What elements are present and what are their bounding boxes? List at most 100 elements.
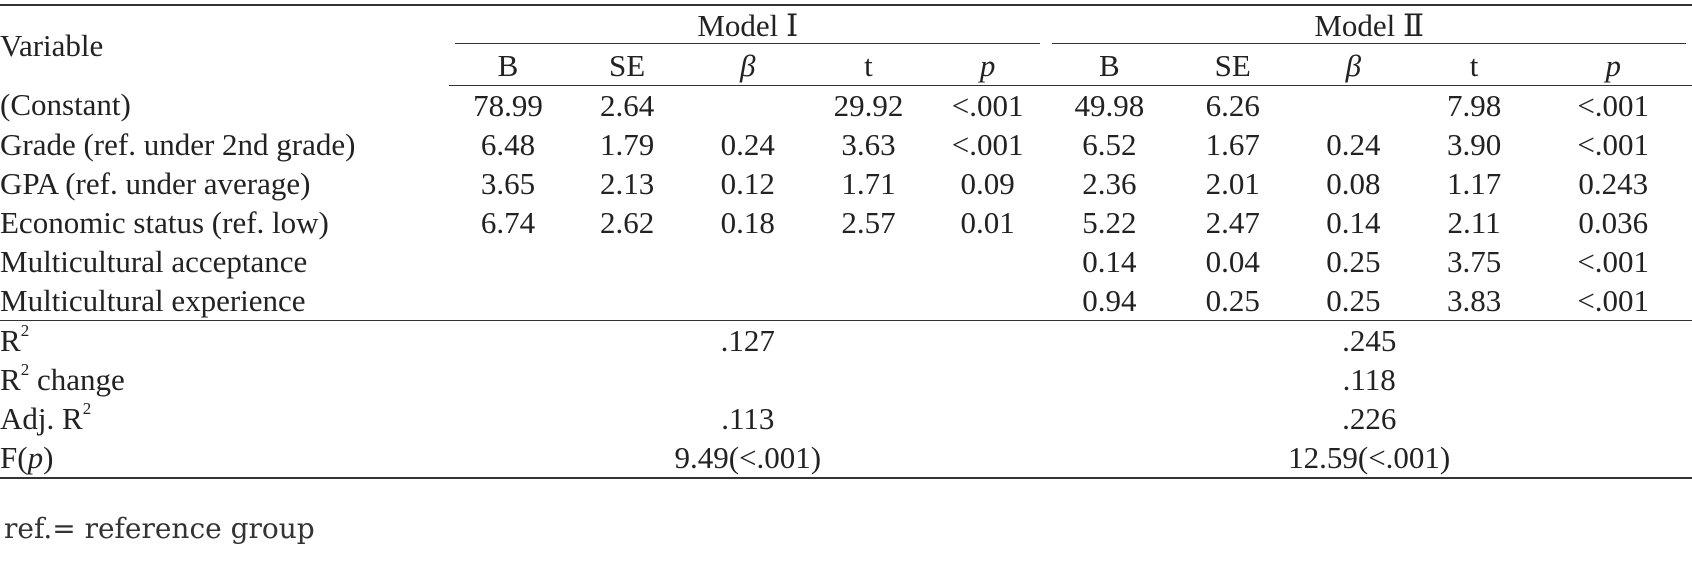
model1-p-cell: <.001 xyxy=(951,126,1024,162)
model1-header: Model Ⅰ xyxy=(449,4,1047,46)
model2-se-cell: 2.01 xyxy=(1205,165,1260,201)
model2-beta-cell: 0.08 xyxy=(1326,165,1381,201)
model2-p-cell: 0.243 xyxy=(1578,165,1649,201)
variable-cell: Multicultural experience xyxy=(0,282,306,318)
model1-b-cell: 6.48 xyxy=(480,126,536,162)
model2-b-cell: 0.14 xyxy=(1082,243,1137,279)
model1-t-cell: 29.92 xyxy=(833,87,904,123)
model2-b-header: B xyxy=(1046,46,1173,86)
model1-se-header: SE xyxy=(566,46,688,86)
table-footnote: ref.= reference group xyxy=(4,512,315,545)
model2-b-cell: 2.36 xyxy=(1082,165,1137,201)
model2-se-cell: 0.25 xyxy=(1205,282,1260,318)
table-row: Grade (ref. under 2nd grade) 6.48 1.79 0.24… xyxy=(0,125,1692,164)
model1-b-cell xyxy=(449,242,567,281)
model1-p-cell: <.001 xyxy=(951,87,1024,123)
f-statistic-row: F(p) 9.49(<.001) 12.59(<.001) xyxy=(0,438,1692,479)
model2-b-cell: 6.52 xyxy=(1082,126,1137,162)
model1-beta-cell xyxy=(687,86,808,126)
model1-adjusted-r-squared-value: .113 xyxy=(721,400,775,436)
variable-cell: GPA (ref. under average) xyxy=(0,165,311,201)
model2-p-header: p xyxy=(1534,46,1692,86)
model1-b-cell: 3.65 xyxy=(480,165,536,201)
model1-p-cell xyxy=(929,281,1047,321)
model2-header: Model Ⅱ xyxy=(1046,4,1692,46)
model2-t-header: t xyxy=(1413,46,1535,86)
model2-t-cell: 7.98 xyxy=(1446,87,1502,123)
model2-t-cell: 3.83 xyxy=(1446,282,1502,318)
model1-p-cell: 0.09 xyxy=(960,165,1015,201)
model1-beta-cell: 0.24 xyxy=(720,126,775,162)
model2-p-cell: <.001 xyxy=(1577,243,1650,279)
model1-se-cell: 2.13 xyxy=(599,165,655,201)
r-squared-row: R2.127.245 xyxy=(0,320,1692,360)
model2-p-cell: <.001 xyxy=(1577,87,1650,123)
model1-r-squared-change-value xyxy=(449,360,1046,399)
model2-p-cell: <.001 xyxy=(1577,126,1650,162)
model2-p-cell: 0.036 xyxy=(1578,204,1649,240)
model2-p-cell: <.001 xyxy=(1577,282,1650,318)
model1-t-cell xyxy=(808,281,929,321)
model2-se-header: SE xyxy=(1172,46,1294,86)
model1-t-header: t xyxy=(808,46,929,86)
model2-beta-header: β xyxy=(1293,46,1414,86)
model2-t-cell: 1.17 xyxy=(1446,165,1502,201)
model1-p-header: p xyxy=(928,46,1047,86)
model2-t-cell: 2.11 xyxy=(1447,204,1501,240)
model2-b-cell: 5.22 xyxy=(1082,204,1137,240)
model1-b-cell xyxy=(449,281,567,321)
model1-se-cell xyxy=(567,242,688,281)
model2-beta-cell xyxy=(1293,86,1414,126)
variable-cell: Grade (ref. under 2nd grade) xyxy=(0,126,356,162)
header-row-models: Variable Model Ⅰ Model Ⅱ xyxy=(0,4,1692,86)
model2-beta-cell: 0.14 xyxy=(1326,204,1381,240)
model1-se-cell: 2.62 xyxy=(599,204,655,240)
model2-se-cell: 1.67 xyxy=(1205,126,1260,162)
model1-beta-header: β xyxy=(687,46,809,86)
model1-beta-cell xyxy=(687,281,808,321)
model1-b-cell: 78.99 xyxy=(473,87,543,123)
model1-b-header: B xyxy=(449,46,567,86)
model1-t-cell: 1.71 xyxy=(841,165,896,201)
model2-se-cell: 0.04 xyxy=(1205,243,1260,279)
model1-b-cell: 6.74 xyxy=(480,204,536,240)
model2-beta-cell: 0.25 xyxy=(1326,243,1381,279)
regression-table: Variable Model Ⅰ Model Ⅱ B SE β t p B SE β t p (C… xyxy=(0,4,1692,479)
model1-beta-cell: 0.12 xyxy=(720,165,775,201)
variable-cell: Multicultural acceptance xyxy=(0,243,308,279)
model1-beta-cell xyxy=(687,242,808,281)
r-squared-label: R2 xyxy=(0,320,450,360)
header-row-subcolumns: B SE β t p B SE β t p xyxy=(0,46,1692,86)
model2-r-squared-change-value: .118 xyxy=(1342,361,1396,397)
table-row: GPA (ref. under average) 3.65 2.13 0.12 1.71… xyxy=(0,164,1692,203)
table-row: Economic status (ref. low) 6.74 2.62 0.18 2.… xyxy=(0,203,1692,242)
r-squared-change-label: R2 change xyxy=(0,359,125,397)
model1-t-cell xyxy=(808,242,929,281)
model2-se-cell: 6.26 xyxy=(1205,87,1260,123)
model1-se-cell: 2.64 xyxy=(599,87,655,123)
model1-t-cell: 2.57 xyxy=(841,204,896,240)
model2-b-cell: 0.94 xyxy=(1082,282,1137,318)
model2-f-statistic-value: 12.59(<.001) xyxy=(1046,438,1692,479)
model2-t-cell: 3.90 xyxy=(1446,126,1502,162)
r-squared-change-row: R2 change .118 xyxy=(0,360,1692,399)
adjusted-r-squared-row: Adj. R2 .113 .226 xyxy=(0,399,1692,438)
model2-adjusted-r-squared-value: .226 xyxy=(1342,400,1397,436)
model1-se-cell: 1.79 xyxy=(599,126,655,162)
model1-p-cell xyxy=(929,242,1047,281)
variable-header: Variable xyxy=(0,4,450,86)
model1-r-squared-value: .127 xyxy=(449,320,1047,360)
model2-beta-cell: 0.24 xyxy=(1326,126,1381,162)
model2-se-cell: 2.47 xyxy=(1205,204,1260,240)
model2-beta-cell: 0.25 xyxy=(1326,282,1381,318)
model1-se-cell xyxy=(567,281,688,321)
variable-cell: (Constant) xyxy=(0,87,131,123)
model1-beta-cell: 0.18 xyxy=(720,204,775,240)
model1-f-statistic-value: 9.49(<.001) xyxy=(449,438,1047,479)
variable-cell: Economic status (ref. low) xyxy=(0,204,329,240)
table-row: Multicultural acceptance 0.14 0.04 0.25 3.75… xyxy=(0,242,1692,281)
adjusted-r-squared-label: Adj. R2 xyxy=(0,398,92,436)
table-row: Multicultural experience 0.94 0.25 0.25 3.83… xyxy=(0,281,1692,321)
model1-t-cell: 3.63 xyxy=(841,126,896,162)
model2-r-squared-value: .245 xyxy=(1046,320,1692,360)
